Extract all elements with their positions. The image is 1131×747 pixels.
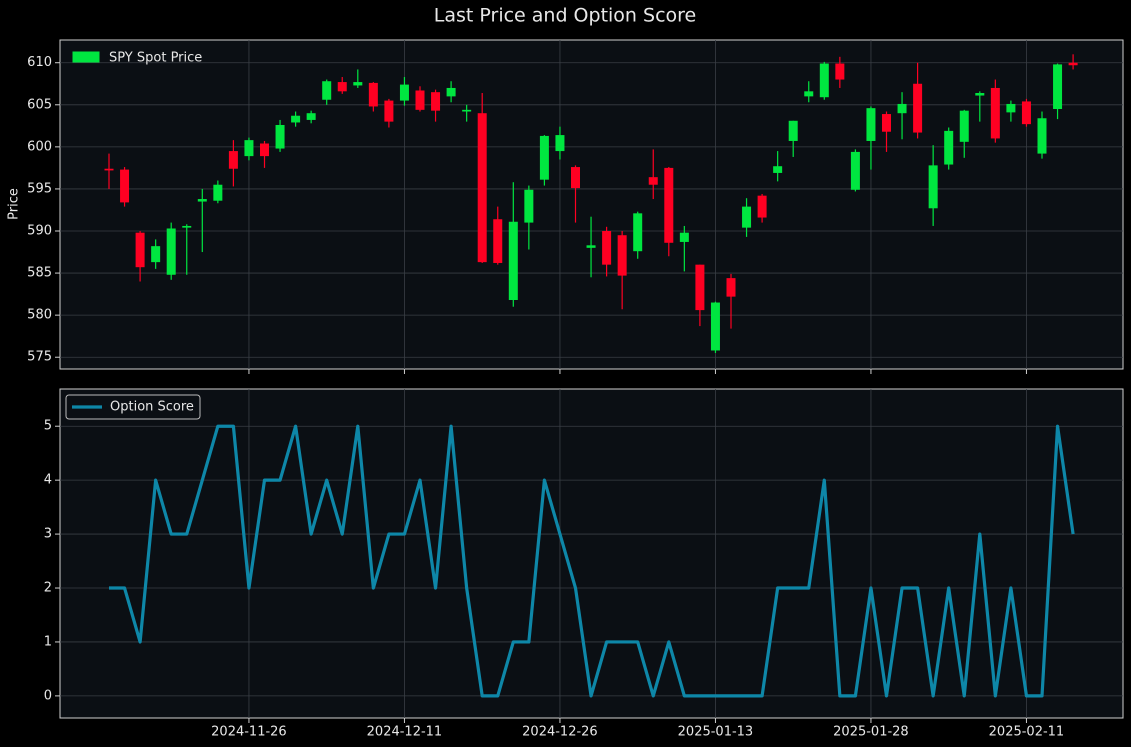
y-tick-label: 585 — [27, 266, 52, 281]
x-tick-label: 2025-01-13 — [678, 725, 754, 740]
candle-body — [710, 302, 720, 351]
candle-body — [602, 231, 612, 265]
candle-body — [244, 140, 254, 157]
candle-body — [788, 120, 798, 141]
candle-body — [819, 63, 829, 98]
candle-body — [617, 235, 627, 276]
candle-body — [260, 143, 269, 157]
legend-box — [65, 394, 201, 420]
y-tick-label: 580 — [27, 308, 52, 323]
candle-body — [1068, 62, 1078, 66]
x-tick-label: 2024-12-26 — [522, 725, 598, 740]
candle-body — [897, 103, 907, 114]
candle-body — [322, 81, 332, 100]
candle-body — [1006, 103, 1016, 113]
candle-body — [850, 151, 860, 190]
plot-area — [59, 388, 1124, 719]
candle-body — [866, 108, 876, 141]
candle-body — [508, 221, 518, 301]
candle-body — [648, 177, 658, 185]
candle-body — [539, 135, 549, 180]
candle-body — [275, 124, 285, 149]
candle-body — [353, 82, 363, 86]
candle-body — [882, 114, 891, 132]
candle-body — [1021, 101, 1031, 125]
candle-body — [726, 278, 736, 297]
candle-body — [1037, 118, 1047, 154]
candle-body — [742, 206, 752, 228]
candle-body — [695, 264, 705, 311]
candle-body — [462, 109, 472, 112]
y-tick-label: 4 — [44, 473, 52, 488]
legend-swatch — [72, 51, 100, 63]
y-tick-label: 1 — [44, 634, 52, 649]
candle-body — [835, 63, 845, 80]
candle-body — [773, 166, 783, 173]
y-tick-label: 0 — [44, 688, 52, 703]
y-tick-label: 2 — [44, 581, 52, 596]
y-axis-label: Price — [7, 188, 22, 220]
line-series — [109, 424, 1075, 698]
candle-body — [415, 90, 425, 110]
candle-body — [586, 245, 596, 248]
candle-body — [477, 113, 487, 263]
candle-body — [446, 87, 456, 97]
candle-body — [990, 87, 1000, 139]
x-tick-label: 2024-12-11 — [367, 725, 443, 740]
x-tick-label: 2025-02-11 — [989, 725, 1065, 740]
candle-body — [555, 135, 565, 152]
y-tick-label: 3 — [44, 527, 52, 542]
y-tick-label: 605 — [27, 97, 52, 112]
candle-body — [291, 115, 301, 123]
candle-body — [664, 167, 674, 243]
candle-body — [431, 92, 441, 111]
candle-body — [757, 195, 767, 218]
candle-body — [120, 169, 130, 203]
candle-body — [368, 82, 378, 107]
y-tick-label: 610 — [27, 55, 52, 70]
plot-area — [59, 39, 1124, 370]
candle-body — [524, 189, 534, 223]
y-tick-label: 5 — [44, 419, 52, 434]
candle-body — [104, 168, 114, 171]
candle-body — [975, 93, 985, 96]
candle-body — [166, 228, 176, 275]
candle-body — [337, 82, 347, 92]
candle-body — [306, 113, 316, 120]
candle-body — [182, 225, 192, 228]
y-tick-label: 600 — [27, 139, 52, 154]
candle-body — [679, 232, 689, 242]
x-tick-label: 2024-11-26 — [211, 725, 287, 740]
y-tick-label: 575 — [27, 350, 52, 365]
candle-body — [913, 83, 923, 133]
y-tick-label: 595 — [27, 181, 52, 196]
candle-body — [135, 232, 145, 268]
candle-body — [493, 219, 503, 263]
candle-body — [571, 167, 580, 189]
candle-body — [228, 151, 238, 169]
candle-body — [151, 246, 161, 263]
legend-label: SPY Spot Price — [109, 51, 202, 66]
candle-body — [399, 84, 409, 101]
candle-body — [633, 213, 643, 252]
legend-label: Option Score — [110, 400, 194, 415]
candle-body — [959, 110, 969, 142]
candle-body — [197, 199, 207, 202]
y-tick-label: 590 — [27, 224, 52, 239]
candle-body — [213, 184, 223, 201]
candle-body — [928, 165, 938, 209]
candle-body — [1053, 64, 1063, 109]
chart-title: Last Price and Option Score — [434, 5, 696, 27]
x-tick-label: 2025-01-28 — [833, 725, 909, 740]
candle-body — [384, 100, 394, 122]
candle-body — [944, 130, 954, 165]
candle-body — [804, 91, 814, 97]
